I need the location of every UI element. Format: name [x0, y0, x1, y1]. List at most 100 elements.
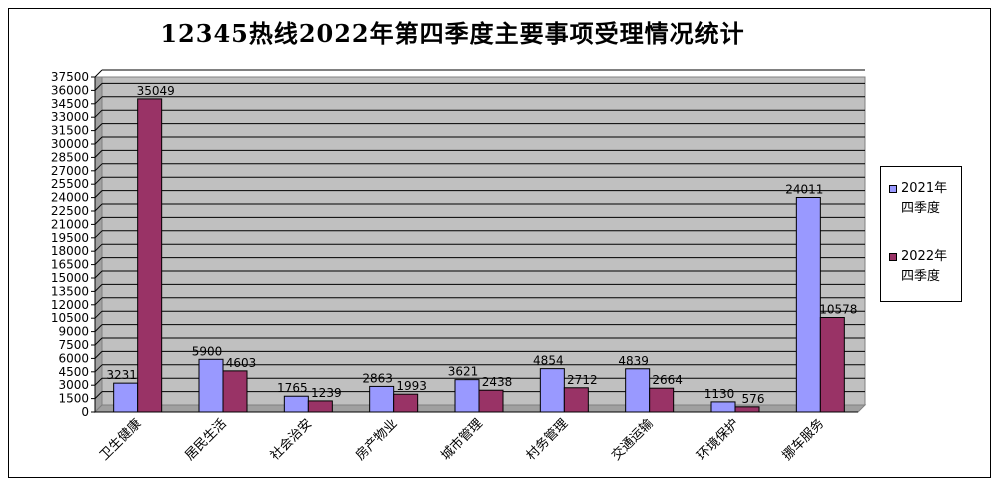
x-tick-label: 城市管理: [438, 416, 486, 464]
y-tick-label: 7500: [58, 338, 89, 352]
data-label: 5900: [192, 344, 223, 358]
y-tick-label: 9000: [58, 325, 89, 339]
chart-title: 12345热线2022年第四季度主要事项受理情况统计: [160, 19, 745, 48]
data-label: 2712: [567, 373, 598, 387]
legend-swatch-2021: [889, 185, 897, 193]
data-label: 4854: [533, 354, 564, 368]
bar: [307, 400, 333, 413]
gridline-diag: [94, 351, 103, 359]
data-label: 3621: [448, 365, 479, 379]
x-tick-labels: 卫生健康 居民生活 社会治安 房产物业 城市管理 村务管理 交通运输 环境保护 挪车服务: [96, 416, 827, 464]
bar: [625, 368, 651, 413]
y-tick-label: 0: [81, 405, 89, 419]
bar: [563, 387, 589, 413]
y-gridlines: [91, 69, 865, 413]
data-labels: 3231 5900 1765 2863 3621 4854 4839 1130 24011 350…: [106, 84, 857, 406]
gridline-diag: [94, 324, 103, 332]
data-label: 1130: [704, 387, 735, 401]
y-tick-label: 13500: [51, 284, 89, 298]
bar: [734, 406, 760, 413]
x-tick-label: 社会治安: [267, 416, 315, 464]
gridline-diag: [94, 163, 103, 172]
y-tick-labels: 0150030004500600075009000105001200013500…: [51, 70, 89, 419]
bar: [795, 197, 821, 413]
data-label: 35049: [137, 84, 175, 98]
y-tick-label: 19500: [51, 231, 89, 245]
y-tick-label: 21000: [51, 217, 89, 231]
gridline-diag: [94, 230, 103, 239]
bar: [819, 317, 845, 413]
x-tick-label: 环境保护: [694, 416, 741, 463]
gridline-diag: [94, 96, 103, 105]
chart-legend: 2021年 四季度 2022年 四季度: [880, 166, 962, 302]
gridline-diag: [94, 257, 103, 265]
data-label: 3231: [106, 368, 137, 382]
y-tick-label: 3000: [58, 378, 89, 392]
bar: [539, 368, 565, 413]
y-tick-label: 25500: [51, 177, 89, 191]
gridline-diag: [94, 83, 103, 91]
y-tick-label: 24000: [51, 191, 89, 205]
data-label: 2664: [652, 373, 683, 387]
bar: [710, 401, 736, 413]
legend-swatch-2022: [889, 253, 897, 261]
gridline-diag: [94, 364, 103, 373]
gridline-diag: [94, 203, 103, 212]
data-label: 2863: [362, 371, 393, 385]
x-tick-label: 挪车服务: [779, 416, 827, 464]
gridline-diag: [94, 391, 103, 399]
data-label: 1765: [277, 381, 308, 395]
y-tick-label: 4500: [58, 365, 89, 379]
gridline-diag: [94, 310, 103, 319]
y-tick-label: 10500: [51, 311, 89, 325]
y-tick-label: 22500: [51, 204, 89, 218]
legend-label-2021: 2021年 四季度: [901, 181, 948, 216]
data-label: 4603: [226, 356, 257, 370]
y-tick-label: 1500: [58, 392, 89, 406]
y-tick-label: 27000: [51, 164, 89, 178]
y-tick-label: 16500: [51, 258, 89, 272]
y-tick-label: 37500: [51, 70, 89, 84]
gridline-diag: [94, 243, 103, 252]
gridline-diag: [94, 284, 103, 292]
y-tick-label: 30000: [51, 137, 89, 151]
x-tick-label: 村务管理: [523, 416, 571, 464]
data-label: 2438: [482, 375, 513, 389]
bar: [222, 370, 248, 413]
bar: [198, 358, 224, 413]
gridline-diag: [94, 150, 103, 158]
y-tick-label: 18000: [51, 244, 89, 258]
x-tick-label: 卫生健康: [96, 416, 144, 464]
x-tick-label: 居民生活: [182, 416, 229, 463]
gridline-diag: [94, 337, 103, 346]
bar: [478, 389, 504, 413]
data-label: 1993: [396, 379, 427, 393]
legend-label-2022: 2022年 四季度: [901, 249, 948, 284]
y-tick-label: 28500: [51, 150, 89, 164]
y-tick-label: 36000: [51, 83, 89, 97]
y-tick-label: 34500: [51, 97, 89, 111]
x-tick-label: 交通运输: [608, 416, 656, 464]
gridline-diag: [94, 136, 103, 145]
gridline-diag: [94, 176, 103, 185]
y-tick-label: 31500: [51, 124, 89, 138]
y-tick-label: 15000: [51, 271, 89, 285]
gridline-diag: [94, 69, 103, 78]
gridline-diag: [94, 109, 103, 118]
plot-area: [101, 76, 866, 406]
y-tick-label: 33000: [51, 110, 89, 124]
bar: [393, 393, 419, 413]
gridline-diag: [94, 297, 103, 306]
gridline-diag: [94, 123, 103, 131]
gridline-diag: [94, 270, 103, 279]
x-tick-label: 房产物业: [352, 416, 400, 464]
y-tick-label: 6000: [58, 351, 89, 365]
data-label: 24011: [785, 183, 823, 197]
data-label: 576: [742, 392, 765, 406]
bar: [649, 387, 675, 413]
data-label: 1239: [311, 386, 342, 400]
bar: [283, 395, 309, 413]
bar: [369, 385, 395, 413]
gridline-diag: [94, 190, 103, 198]
